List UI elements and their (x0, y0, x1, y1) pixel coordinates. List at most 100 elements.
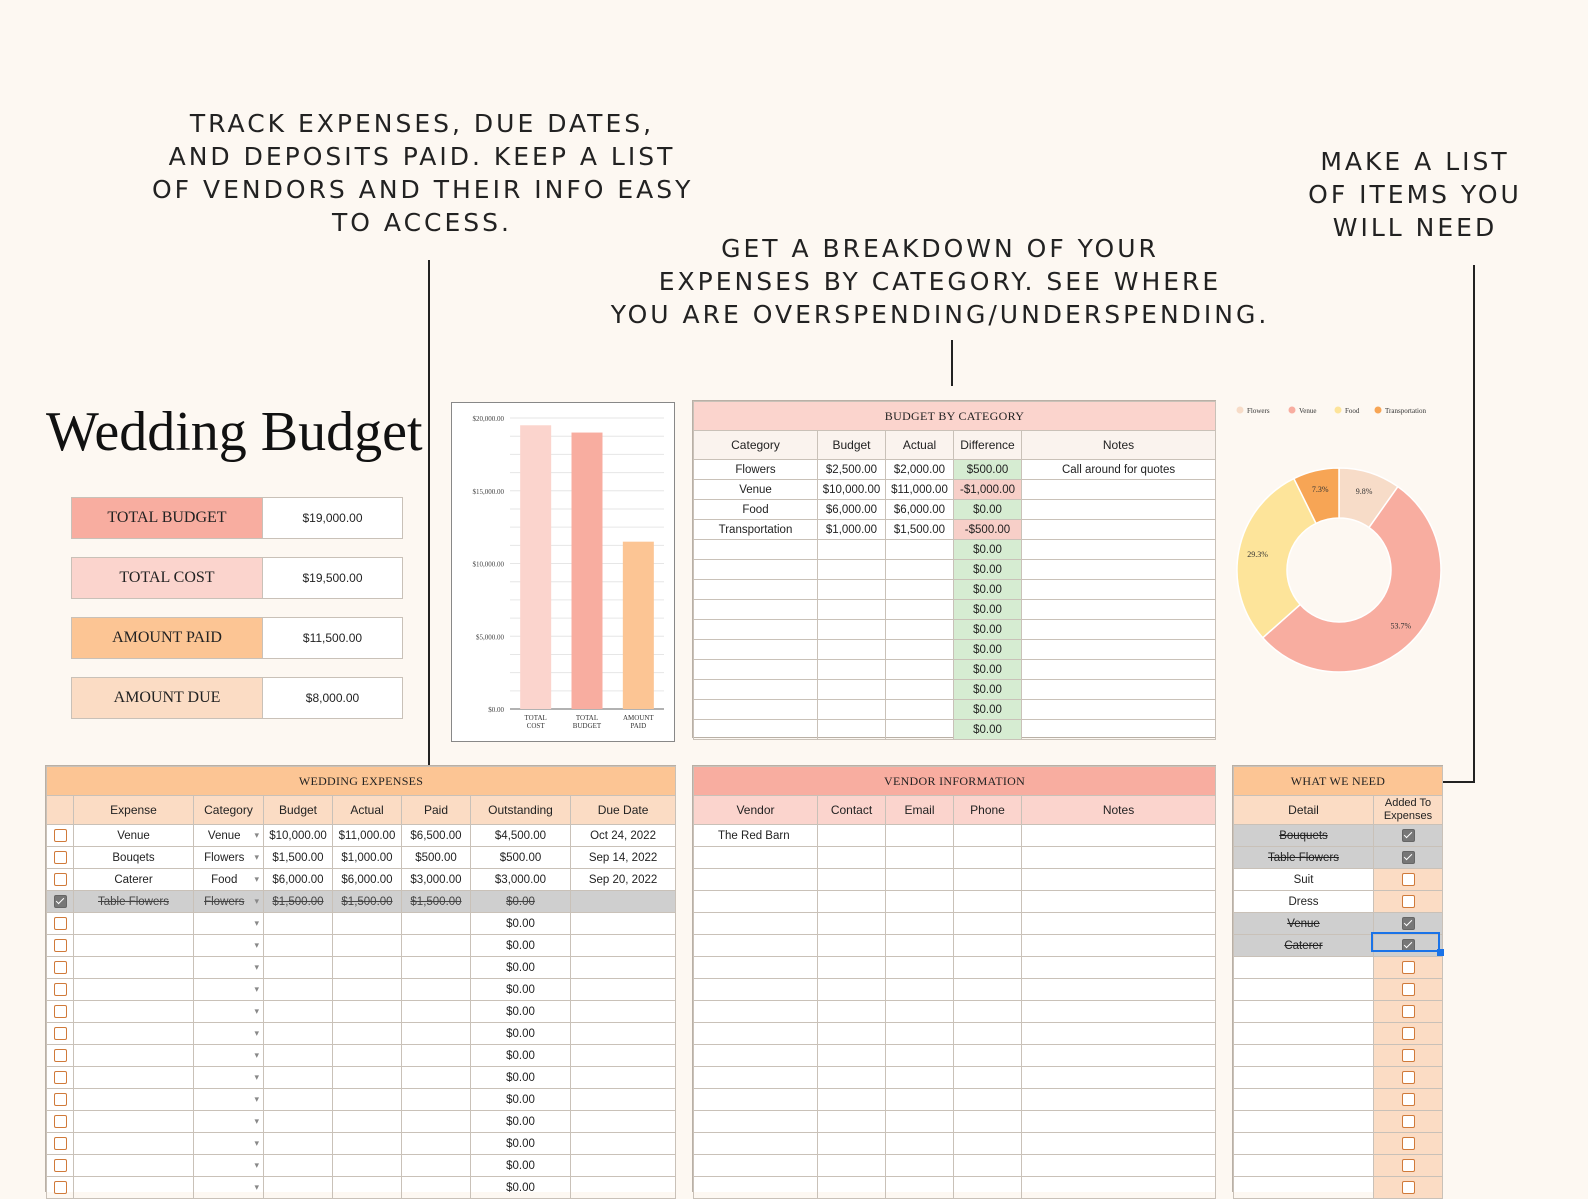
table-cell[interactable] (953, 846, 1022, 869)
table-cell[interactable] (817, 559, 886, 580)
table-cell[interactable]: $0.00 (470, 978, 571, 1001)
table-cell[interactable] (1020, 934, 1217, 957)
table-cell[interactable] (401, 1088, 471, 1111)
table-cell[interactable] (953, 868, 1022, 891)
table-cell[interactable] (401, 956, 471, 979)
checkbox[interactable] (1401, 1159, 1415, 1172)
table-cell[interactable] (569, 978, 677, 1001)
table-cell[interactable] (693, 699, 818, 720)
table-cell[interactable] (885, 1044, 954, 1067)
table-cell[interactable]: ▾ (193, 1022, 264, 1045)
table-cell[interactable]: $6,000.00 (332, 868, 402, 891)
difference-cell[interactable]: $0.00 (953, 579, 1022, 600)
table-cell[interactable] (885, 1132, 954, 1155)
table-cell[interactable] (332, 1132, 402, 1155)
table-cell[interactable] (1020, 1066, 1217, 1089)
table-cell[interactable] (73, 912, 194, 935)
table-cell[interactable] (817, 719, 886, 740)
dropdown-icon[interactable]: ▾ (254, 1050, 259, 1060)
added-cell[interactable] (1372, 1176, 1444, 1199)
table-cell[interactable] (817, 599, 886, 620)
checkbox[interactable] (53, 939, 67, 952)
checkbox[interactable] (1401, 961, 1415, 974)
table-cell[interactable] (693, 539, 818, 560)
table-cell[interactable] (569, 1000, 677, 1023)
checkbox[interactable] (53, 1027, 67, 1040)
table-cell[interactable] (693, 956, 818, 979)
checkbox[interactable] (53, 1049, 67, 1062)
table-cell[interactable] (263, 1066, 333, 1089)
table-cell[interactable] (1020, 1176, 1217, 1199)
table-cell[interactable] (953, 934, 1022, 957)
dropdown-icon[interactable]: ▾ (254, 940, 259, 950)
added-cell[interactable] (1372, 1154, 1444, 1177)
dropdown-icon[interactable]: ▾ (254, 851, 259, 862)
checkbox-cell[interactable] (46, 890, 74, 913)
table-cell[interactable]: $11,000.00 (332, 824, 402, 847)
table-cell[interactable]: ▾ (193, 978, 264, 1001)
table-cell[interactable] (401, 934, 471, 957)
table-cell[interactable]: Flowers ▾ (193, 846, 264, 869)
donut-slice[interactable] (1292, 467, 1340, 525)
checkbox-cell[interactable] (46, 934, 74, 957)
checkbox[interactable] (1401, 1071, 1415, 1084)
table-cell[interactable] (1020, 639, 1217, 660)
checkbox[interactable] (53, 851, 67, 864)
dropdown-icon[interactable]: ▾ (254, 1138, 259, 1148)
table-cell[interactable]: $0.00 (470, 934, 571, 957)
detail-cell[interactable] (1233, 1044, 1374, 1067)
table-cell[interactable] (263, 1176, 333, 1199)
added-cell[interactable] (1372, 1110, 1444, 1133)
checkbox[interactable] (1401, 873, 1415, 886)
table-cell[interactable] (401, 1000, 471, 1023)
checkbox-checked[interactable] (1401, 829, 1415, 842)
table-cell[interactable]: Table Flowers (73, 890, 194, 913)
table-cell[interactable] (693, 1066, 818, 1089)
table-cell[interactable]: $2,500.00 (817, 459, 886, 480)
table-cell[interactable]: Flowers (693, 459, 818, 480)
difference-cell[interactable]: $0.00 (953, 659, 1022, 680)
table-cell[interactable] (73, 1176, 194, 1199)
checkbox-cell[interactable] (46, 1022, 74, 1045)
checkbox-cell[interactable] (46, 1000, 74, 1023)
table-cell[interactable] (332, 1000, 402, 1023)
table-cell[interactable] (817, 912, 886, 935)
table-cell[interactable] (1020, 824, 1217, 847)
table-cell[interactable] (332, 1154, 402, 1177)
table-cell[interactable] (885, 846, 954, 869)
table-cell[interactable] (693, 639, 818, 660)
table-cell[interactable] (693, 890, 818, 913)
table-cell[interactable] (817, 579, 886, 600)
donut-chart-panel[interactable]: Flowers Venue Food Transportation 9.8% 53.7% 2… (1232, 398, 1460, 688)
table-cell[interactable] (401, 1154, 471, 1177)
selected-cell-outline[interactable] (1371, 932, 1440, 952)
bar[interactable] (622, 541, 654, 709)
dropdown-icon[interactable]: ▾ (254, 1072, 259, 1082)
checkbox-cell[interactable] (46, 912, 74, 935)
table-cell[interactable] (817, 699, 886, 720)
table-cell[interactable]: Venue (73, 824, 194, 847)
table-cell[interactable] (885, 719, 954, 740)
table-cell[interactable] (569, 1154, 677, 1177)
table-cell[interactable] (401, 1066, 471, 1089)
table-cell[interactable] (332, 1110, 402, 1133)
table-cell[interactable] (569, 956, 677, 979)
added-cell[interactable] (1372, 1132, 1444, 1155)
table-cell[interactable] (817, 846, 886, 869)
checkbox-cell[interactable] (46, 824, 74, 847)
detail-cell[interactable]: Caterer (1233, 934, 1374, 957)
added-cell[interactable] (1372, 956, 1444, 979)
table-cell[interactable] (1020, 1132, 1217, 1155)
table-cell[interactable] (263, 1154, 333, 1177)
table-cell[interactable]: ▾ (193, 1044, 264, 1067)
table-cell[interactable] (73, 1132, 194, 1155)
table-cell[interactable]: Sep 14, 2022 (569, 846, 677, 869)
table-cell[interactable] (817, 1088, 886, 1111)
detail-cell[interactable]: Venue (1233, 912, 1374, 935)
table-cell[interactable] (693, 934, 818, 957)
table-cell[interactable] (817, 1044, 886, 1067)
table-cell[interactable] (1020, 956, 1217, 979)
table-cell[interactable]: $1,500.00 (332, 890, 402, 913)
table-cell[interactable] (953, 890, 1022, 913)
difference-cell[interactable]: -$1,000.00 (953, 479, 1022, 500)
